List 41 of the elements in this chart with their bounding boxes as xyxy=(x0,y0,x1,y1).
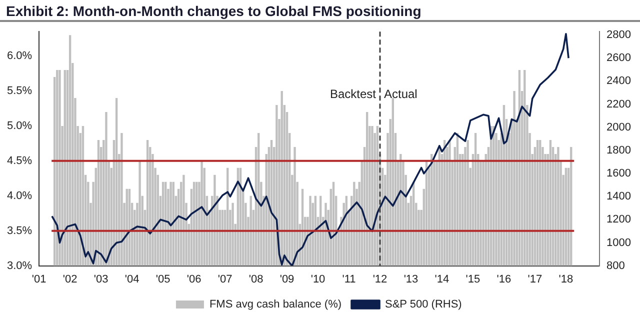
y2-tick-label: 2400 xyxy=(606,75,632,88)
y2-tick-label: 2200 xyxy=(606,98,632,110)
x-tick-label: '06 xyxy=(186,273,202,286)
y2-tick-label: 1600 xyxy=(606,168,632,180)
x-tick-label: '01 xyxy=(32,273,46,286)
y2-tick-label: 1200 xyxy=(606,214,632,226)
x-tick-label: '13 xyxy=(404,273,418,286)
x-tick-label: '09 xyxy=(280,273,294,286)
x-tick-label: '18 xyxy=(558,273,574,286)
x-tick-label: '04 xyxy=(124,273,140,286)
y-tick-label: 3.5% xyxy=(6,224,32,237)
annotation: Backtest xyxy=(330,87,377,102)
y-tick-label: 4.0% xyxy=(6,190,32,202)
x-tick-label: '15 xyxy=(466,273,480,286)
y2-tick-label: 2600 xyxy=(606,52,632,64)
x-tick-label: '07 xyxy=(218,273,232,286)
y-tick-label: 5.0% xyxy=(6,120,32,132)
x-tick-label: '11 xyxy=(342,273,356,286)
x-tick-label: '08 xyxy=(248,273,264,286)
y2-tick-label: 2000 xyxy=(606,121,632,134)
y-tick-label: 5.5% xyxy=(6,85,32,98)
y-tick-label: 3.0% xyxy=(6,260,32,272)
y-tick-label: 6.0% xyxy=(6,50,32,62)
annotation: Actual xyxy=(384,87,418,102)
chart-title: Exhibit 2: Month-on-Month changes to Global FMS positioning xyxy=(0,0,640,22)
legend-label: FMS avg cash balance (%) xyxy=(209,298,342,311)
legend-label: S&P 500 (RHS) xyxy=(385,298,462,311)
x-tick-label: '16 xyxy=(496,273,512,286)
x-tick-label: '10 xyxy=(310,273,326,286)
y2-tick-label: 1800 xyxy=(606,144,632,156)
x-tick-label: '17 xyxy=(528,273,542,286)
y2-tick-label: 800 xyxy=(606,260,625,272)
x-tick-label: '05 xyxy=(156,273,170,286)
x-tick-label: '03 xyxy=(94,273,108,286)
y2-tick-label: 1400 xyxy=(606,190,632,203)
x-tick-label: '12 xyxy=(372,273,388,286)
y2-tick-label: 1000 xyxy=(606,236,632,249)
y-tick-label: 4.5% xyxy=(6,154,32,167)
y2-tick-label: 2800 xyxy=(606,29,632,42)
x-tick-label: '14 xyxy=(434,273,450,286)
x-tick-label: '02 xyxy=(62,273,78,286)
